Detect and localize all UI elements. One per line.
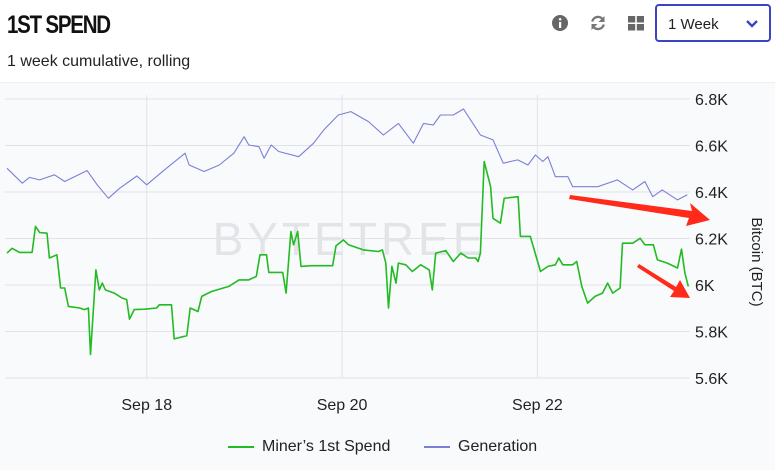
y-axis: 5.6K 5.8K 6K 6.2K 6.4K 6.6K 6.8K — [695, 92, 728, 388]
legend-item-generation[interactable]: Generation — [424, 438, 537, 456]
info-icon[interactable] — [551, 14, 569, 32]
y-tick-label: 6K — [695, 278, 715, 295]
legend-swatch — [228, 446, 254, 448]
chevron-down-icon — [746, 20, 758, 28]
legend-swatch — [424, 446, 450, 448]
y-tick-label: 6.4K — [695, 185, 728, 202]
series-group — [6, 108, 690, 356]
x-tick-label: Sep 18 — [121, 397, 172, 414]
generation-line — [6, 108, 688, 201]
chart-subtitle: 1 week cumulative, rolling — [7, 53, 191, 70]
grid-icon[interactable] — [627, 14, 645, 32]
y-tick-label: 6.6K — [695, 139, 728, 156]
chart-header: 1ST SPEND 1 week cumulative, rolling 1 W… — [0, 0, 775, 82]
y-tick-label: 5.6K — [695, 371, 728, 388]
watermark: BYTETREE — [213, 213, 488, 265]
y-tick-label: 5.8K — [695, 325, 728, 342]
y-tick-label: 6.8K — [695, 92, 728, 109]
miner-1st-spend-line — [6, 160, 690, 356]
refresh-icon[interactable] — [589, 14, 607, 32]
grid — [5, 95, 690, 379]
page-title: 1ST SPEND — [7, 11, 111, 39]
range-select-value: 1 Week — [668, 16, 719, 33]
legend: Miner’s 1st Spend Generation — [0, 438, 775, 458]
x-axis: Sep 18 Sep 20 Sep 22 — [121, 397, 562, 414]
red-arrow-annotation — [569, 195, 710, 226]
range-select[interactable]: 1 Week — [655, 4, 771, 42]
x-tick-label: Sep 20 — [317, 397, 368, 414]
legend-item-miner[interactable]: Miner’s 1st Spend — [228, 438, 390, 456]
legend-label: Miner’s 1st Spend — [262, 438, 391, 455]
annotation-arrows — [569, 195, 710, 298]
red-arrow-annotation — [637, 264, 690, 298]
header-divider — [0, 82, 775, 83]
y-tick-label: 6.2K — [695, 232, 728, 249]
x-tick-label: Sep 22 — [512, 397, 563, 414]
legend-label: Generation — [458, 438, 538, 455]
y-axis-label: Bitcoin (BTC) — [748, 217, 765, 306]
